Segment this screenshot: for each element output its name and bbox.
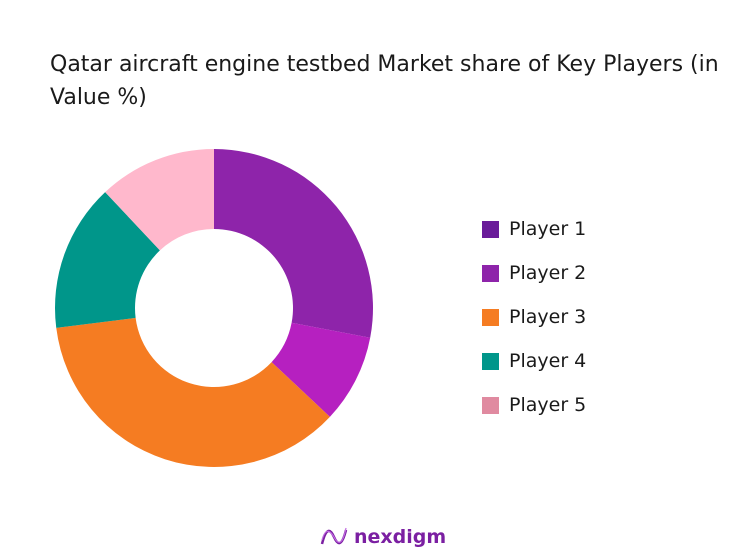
legend-label: Player 4 xyxy=(509,350,587,372)
legend: Player 1 Player 2 Player 3 Player 4 Player 5 xyxy=(482,207,586,427)
slice-player-1 xyxy=(214,149,373,338)
legend-swatch xyxy=(482,352,499,370)
brand-logo: nexdigm xyxy=(320,526,446,548)
nexdigm-logo-icon xyxy=(320,527,348,545)
legend-item: Player 2 xyxy=(482,251,586,295)
slice-player-2 xyxy=(271,322,371,417)
legend-swatch xyxy=(482,308,499,326)
slice-player-4 xyxy=(55,192,160,328)
brand-name: nexdigm xyxy=(354,526,447,548)
legend-label: Player 5 xyxy=(509,394,587,416)
chart-title: Qatar aircraft engine testbed Market sha… xyxy=(50,52,719,110)
legend-swatch xyxy=(482,396,499,414)
legend-item: Player 3 xyxy=(482,295,586,339)
slice-player-5 xyxy=(105,149,214,251)
legend-swatch xyxy=(482,220,499,238)
slice-player-3 xyxy=(56,317,330,467)
legend-label: Player 3 xyxy=(509,306,587,328)
legend-swatch xyxy=(482,264,499,282)
legend-label: Player 1 xyxy=(509,218,587,240)
legend-label: Player 2 xyxy=(509,262,587,284)
legend-item: Player 4 xyxy=(482,339,586,383)
legend-item: Player 5 xyxy=(482,383,586,427)
legend-item: Player 1 xyxy=(482,207,586,251)
